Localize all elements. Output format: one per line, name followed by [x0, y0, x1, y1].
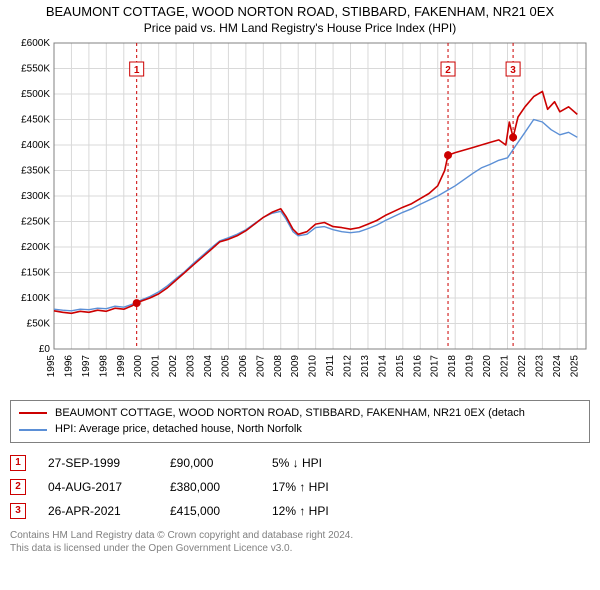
event-diff: 5% ↓ HPI: [272, 456, 590, 470]
legend-item: BEAUMONT COTTAGE, WOOD NORTON ROAD, STIB…: [19, 405, 581, 422]
svg-text:£0: £0: [39, 344, 51, 355]
chart-container: BEAUMONT COTTAGE, WOOD NORTON ROAD, STIB…: [0, 0, 600, 563]
svg-text:£450K: £450K: [21, 114, 50, 125]
svg-text:1998: 1998: [98, 354, 109, 377]
svg-text:2002: 2002: [168, 354, 179, 377]
svg-text:£350K: £350K: [21, 165, 50, 176]
event-row: 2 04-AUG-2017 £380,000 17% ↑ HPI: [10, 475, 590, 499]
footer-attribution: Contains HM Land Registry data © Crown c…: [10, 529, 590, 555]
event-date: 27-SEP-1999: [48, 456, 148, 470]
legend-swatch: [19, 412, 47, 414]
svg-text:1: 1: [134, 65, 140, 76]
chart-title-line2: Price paid vs. HM Land Registry's House …: [6, 21, 594, 35]
events-table: 1 27-SEP-1999 £90,000 5% ↓ HPI 2 04-AUG-…: [10, 451, 590, 523]
footer-line: This data is licensed under the Open Gov…: [10, 542, 590, 555]
svg-text:2021: 2021: [500, 354, 511, 377]
event-price: £380,000: [170, 480, 250, 494]
svg-text:£400K: £400K: [21, 140, 50, 151]
legend-swatch: [19, 429, 47, 431]
svg-text:2025: 2025: [569, 354, 580, 377]
legend-box: BEAUMONT COTTAGE, WOOD NORTON ROAD, STIB…: [10, 400, 590, 443]
svg-text:2009: 2009: [290, 354, 301, 377]
svg-text:£300K: £300K: [21, 191, 50, 202]
svg-text:£500K: £500K: [21, 89, 50, 100]
chart-title-line1: BEAUMONT COTTAGE, WOOD NORTON ROAD, STIB…: [6, 4, 594, 21]
svg-text:£150K: £150K: [21, 267, 50, 278]
svg-text:2003: 2003: [186, 354, 197, 377]
svg-text:1995: 1995: [46, 354, 57, 377]
svg-text:2014: 2014: [377, 354, 388, 377]
event-row: 3 26-APR-2021 £415,000 12% ↑ HPI: [10, 499, 590, 523]
footer-line: Contains HM Land Registry data © Crown c…: [10, 529, 590, 542]
svg-text:2022: 2022: [517, 354, 528, 377]
svg-text:£200K: £200K: [21, 242, 50, 253]
event-diff: 17% ↑ HPI: [272, 480, 590, 494]
svg-text:2024: 2024: [552, 354, 563, 377]
event-price: £90,000: [170, 456, 250, 470]
svg-text:2013: 2013: [360, 354, 371, 377]
svg-text:2005: 2005: [220, 354, 231, 377]
svg-text:2015: 2015: [395, 354, 406, 377]
svg-text:£50K: £50K: [27, 318, 51, 329]
event-marker-icon: 1: [10, 455, 26, 471]
chart-svg: £0 £50K £100K £150K £200K £250K £300K £350K £400…: [6, 39, 590, 389]
svg-text:1996: 1996: [63, 354, 74, 377]
svg-text:2010: 2010: [308, 354, 319, 377]
svg-text:2019: 2019: [465, 354, 476, 377]
legend-item: HPI: Average price, detached house, Nort…: [19, 421, 581, 438]
svg-text:1997: 1997: [81, 354, 92, 377]
svg-text:2006: 2006: [238, 354, 249, 377]
svg-text:2004: 2004: [203, 354, 214, 377]
event-row: 1 27-SEP-1999 £90,000 5% ↓ HPI: [10, 451, 590, 475]
svg-text:£250K: £250K: [21, 216, 50, 227]
legend-label: HPI: Average price, detached house, Nort…: [55, 421, 302, 438]
svg-text:3: 3: [510, 65, 516, 76]
event-marker-icon: 2: [10, 479, 26, 495]
event-price: £415,000: [170, 504, 250, 518]
svg-text:£600K: £600K: [21, 39, 50, 49]
svg-text:1999: 1999: [116, 354, 127, 377]
event-diff: 12% ↑ HPI: [272, 504, 590, 518]
event-date: 04-AUG-2017: [48, 480, 148, 494]
svg-text:2008: 2008: [273, 354, 284, 377]
svg-text:2000: 2000: [133, 354, 144, 377]
chart-plot: £0 £50K £100K £150K £200K £250K £300K £350K £400…: [6, 39, 594, 394]
svg-text:2023: 2023: [534, 354, 545, 377]
svg-text:2001: 2001: [151, 354, 162, 377]
svg-text:2016: 2016: [412, 354, 423, 377]
svg-text:£100K: £100K: [21, 293, 50, 304]
svg-text:2012: 2012: [343, 354, 354, 377]
svg-text:2018: 2018: [447, 354, 458, 377]
svg-text:2020: 2020: [482, 354, 493, 377]
svg-text:2017: 2017: [430, 354, 441, 377]
svg-text:2011: 2011: [325, 354, 336, 376]
legend-label: BEAUMONT COTTAGE, WOOD NORTON ROAD, STIB…: [55, 405, 525, 422]
svg-text:£550K: £550K: [21, 63, 50, 74]
svg-text:2007: 2007: [255, 354, 266, 377]
event-date: 26-APR-2021: [48, 504, 148, 518]
svg-text:2: 2: [445, 65, 451, 76]
event-marker-icon: 3: [10, 503, 26, 519]
